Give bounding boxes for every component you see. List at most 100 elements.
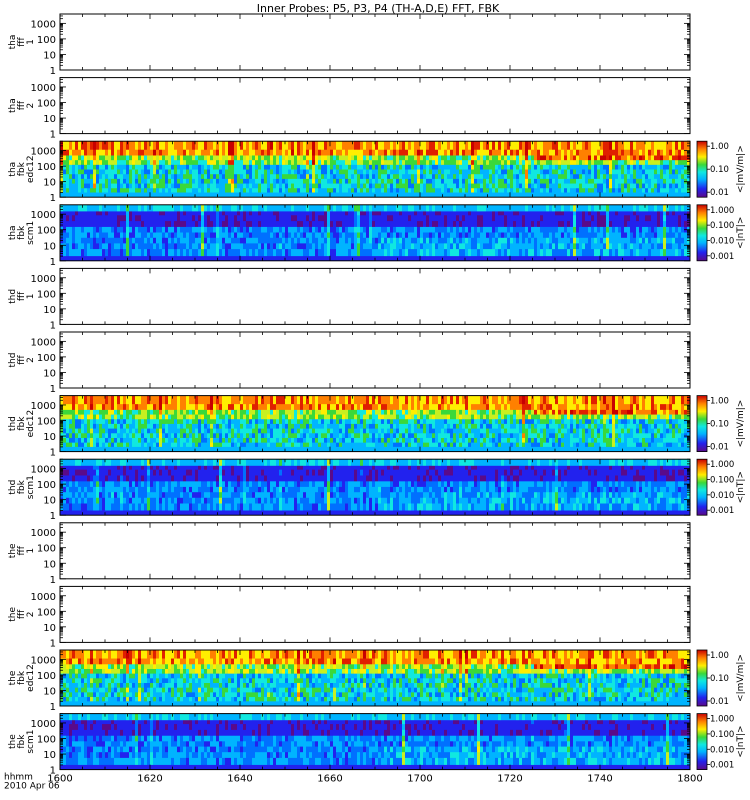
- spectrogram-cell: [618, 173, 622, 179]
- spectrogram-cell: [498, 183, 502, 189]
- spectrogram-cell: [66, 242, 70, 250]
- spectrogram-cell: [438, 164, 442, 170]
- spectrogram-cell: [237, 242, 241, 250]
- spectrogram-cell: [585, 159, 589, 165]
- spectrogram-cell: [297, 178, 301, 184]
- spectrogram-cell: [681, 149, 685, 156]
- spectrogram-cell: [450, 187, 454, 193]
- spectrogram-cell: [138, 220, 142, 227]
- spectrogram-cell: [228, 159, 232, 165]
- spectrogram-cell: [294, 159, 298, 165]
- spectrogram-cell: [87, 220, 91, 227]
- spectrogram-cell: [210, 248, 214, 257]
- spectrogram-cell: [240, 204, 244, 212]
- spectrogram-cell: [336, 164, 340, 170]
- spectrogram-cell: [264, 155, 268, 161]
- spectrogram-cell: [672, 178, 676, 184]
- spectrogram-cell: [93, 169, 97, 175]
- spectrogram-cell: [240, 173, 244, 179]
- spectrogram-cell: [630, 155, 634, 161]
- colorbar-tick-label: 0.001: [710, 252, 734, 262]
- spectrogram-cell: [225, 173, 229, 179]
- spectrogram-cell: [507, 149, 511, 156]
- spectrogram-cell: [90, 141, 94, 150]
- spectrogram-cell: [150, 237, 154, 244]
- spectrogram-cell: [264, 173, 268, 179]
- spectrogram-cell: [273, 173, 277, 179]
- spectrogram-cell: [90, 173, 94, 179]
- spectrogram-cell: [450, 141, 454, 150]
- spectrogram-cell: [585, 164, 589, 170]
- spectrogram-cell: [159, 141, 163, 150]
- spectrogram-cell: [591, 173, 595, 179]
- spectrogram-cell: [237, 210, 241, 216]
- spectrogram-cell: [156, 141, 160, 150]
- spectrogram-cell: [624, 149, 628, 156]
- spectrogram-cell: [540, 173, 544, 179]
- spectrogram-cell: [81, 155, 85, 161]
- spectrogram-cell: [606, 183, 610, 189]
- spectrogram-cell: [159, 178, 163, 184]
- spectrogram-cell: [87, 204, 91, 212]
- spectrogram-cell: [459, 178, 463, 184]
- spectrogram-cell: [162, 164, 166, 170]
- spectrogram-cell: [471, 141, 475, 150]
- spectrogram-cell: [276, 173, 280, 179]
- spectrogram-cell: [399, 149, 403, 156]
- spectrogram-cell: [444, 159, 448, 165]
- spectrogram-cell: [108, 159, 112, 165]
- spectrogram-cell: [66, 183, 70, 189]
- spectrogram-cell: [396, 187, 400, 193]
- spectrogram-cell: [255, 178, 259, 184]
- spectrogram-cell: [78, 173, 82, 179]
- spectrogram-cell: [582, 178, 586, 184]
- spectrogram-cell: [579, 149, 583, 156]
- spectrogram-cell: [258, 169, 262, 175]
- spectrogram-cell: [675, 159, 679, 165]
- spectrogram-cell: [636, 141, 640, 150]
- spectrogram-cell: [393, 178, 397, 184]
- spectrogram-cell: [597, 178, 601, 184]
- spectrogram-cell: [573, 173, 577, 179]
- spectrogram-cell: [213, 169, 217, 175]
- spectrogram-cell: [645, 155, 649, 161]
- spectrogram-cell: [150, 226, 154, 233]
- spectrogram-cell: [231, 242, 235, 250]
- spectrogram-cell: [183, 155, 187, 161]
- spectrogram-cell: [495, 155, 499, 161]
- spectrogram-cell: [567, 173, 571, 179]
- spectrogram-cell: [345, 183, 349, 189]
- spectrogram-cell: [222, 242, 226, 250]
- spectrogram-cell: [312, 187, 316, 193]
- spectrogram-cell: [279, 173, 283, 179]
- colorbar-unit-label: <|mV/m|>: [736, 145, 746, 193]
- spectrogram-cell: [318, 149, 322, 156]
- spectrogram-cell: [552, 187, 556, 193]
- spectrogram-cell: [666, 178, 670, 184]
- spectrogram-cell: [96, 210, 100, 216]
- spectrogram-cell: [249, 242, 253, 250]
- spectrogram-cell: [123, 141, 127, 150]
- spectrogram-cell: [591, 159, 595, 165]
- spectrogram-cell: [411, 178, 415, 184]
- y-tick-label: 10: [43, 305, 56, 316]
- spectrogram-cell: [504, 183, 508, 189]
- spectrogram-cell: [78, 164, 82, 170]
- spectrogram-cell: [321, 187, 325, 193]
- spectrogram-cell: [213, 226, 217, 233]
- spectrogram-cell: [339, 173, 343, 179]
- spectrogram-cell: [69, 242, 73, 250]
- spectrogram-cell: [66, 248, 70, 257]
- spectrogram-cell: [444, 187, 448, 193]
- spectrogram-cell: [666, 155, 670, 161]
- spectrogram-cell: [555, 169, 559, 175]
- spectrogram-cell: [237, 159, 241, 165]
- spectrogram-cell: [228, 242, 232, 250]
- spectrogram-cell: [102, 178, 106, 184]
- spectrogram-cell: [210, 155, 214, 161]
- spectrogram-cell: [174, 169, 178, 175]
- spectrogram-cell: [231, 183, 235, 189]
- spectrogram-cell: [318, 159, 322, 165]
- spectrogram-cell: [357, 155, 361, 161]
